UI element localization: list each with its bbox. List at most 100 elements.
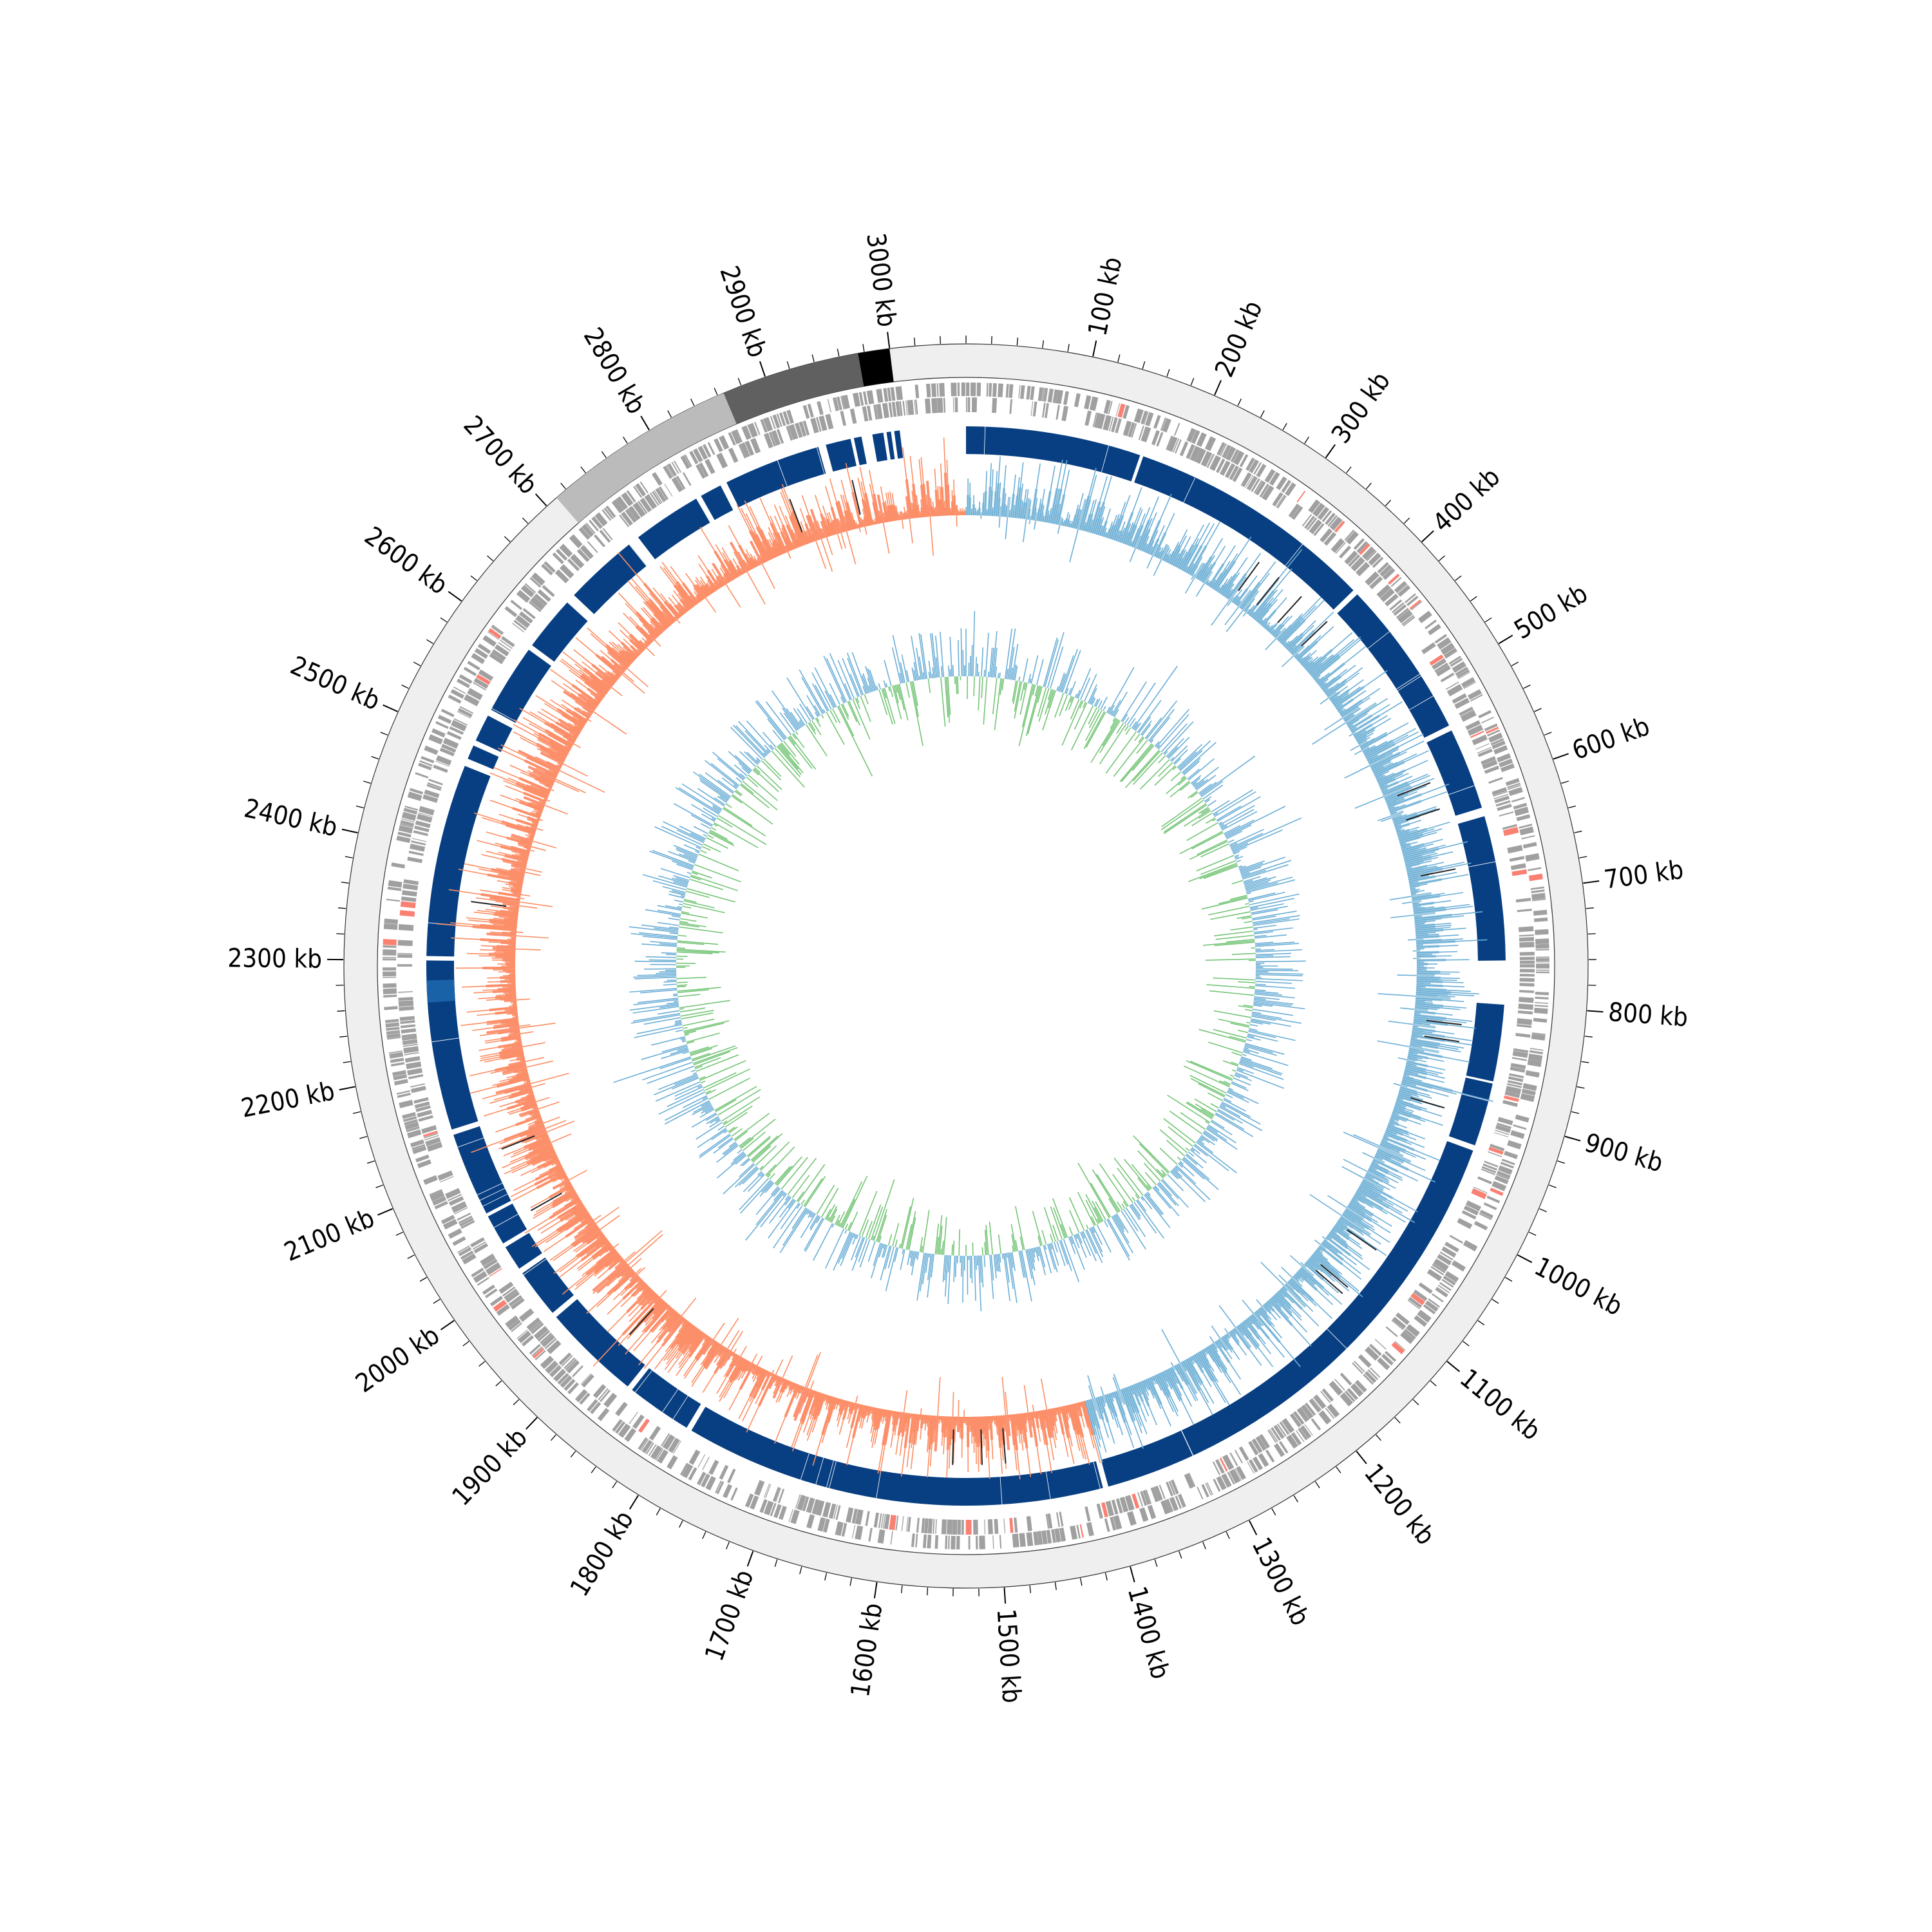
gene-feature bbox=[1344, 529, 1355, 541]
gene-feature bbox=[1470, 730, 1484, 739]
gene-feature bbox=[1497, 804, 1512, 811]
gene-feature bbox=[1441, 1246, 1457, 1258]
gene-feature bbox=[1487, 1151, 1502, 1157]
gene-feature bbox=[1009, 399, 1013, 414]
gene-feature bbox=[1390, 576, 1402, 587]
gene-feature bbox=[1173, 422, 1180, 436]
gene-feature bbox=[786, 410, 794, 424]
gene-feature bbox=[401, 811, 417, 821]
gene-feature bbox=[580, 545, 594, 560]
outer-ring-background bbox=[344, 344, 1588, 1588]
gene-feature bbox=[1041, 388, 1045, 402]
gene-feature bbox=[1084, 1506, 1091, 1522]
gene-feature bbox=[402, 1112, 416, 1119]
gene-feature bbox=[410, 1139, 424, 1148]
gene-feature bbox=[827, 399, 831, 413]
gene-feature bbox=[641, 1439, 653, 1454]
gene-feature bbox=[1344, 551, 1358, 565]
gene-feature bbox=[549, 1365, 562, 1378]
gene-feature bbox=[417, 1110, 433, 1118]
gene-feature bbox=[480, 1253, 496, 1267]
gene-feature bbox=[490, 1296, 504, 1307]
gene-feature bbox=[1097, 413, 1106, 430]
gene-feature bbox=[1253, 462, 1262, 475]
gene-feature bbox=[386, 898, 400, 902]
gene-feature bbox=[1209, 455, 1221, 471]
gene-feature bbox=[1454, 697, 1470, 709]
gene-feature bbox=[1519, 974, 1535, 977]
gene-feature bbox=[1302, 514, 1312, 527]
gene-feature bbox=[714, 438, 723, 453]
gene-feature bbox=[1535, 956, 1549, 958]
gene-feature bbox=[1122, 404, 1130, 419]
gene-feature bbox=[1216, 459, 1226, 473]
gene-feature bbox=[1145, 1489, 1152, 1504]
gene-feature bbox=[1517, 1010, 1533, 1015]
gene-feature bbox=[952, 397, 954, 413]
gene-feature bbox=[1197, 1486, 1204, 1500]
gene-feature bbox=[557, 1372, 569, 1385]
gene-feature bbox=[1350, 1383, 1364, 1397]
gene-feature bbox=[776, 413, 782, 427]
blast-gap bbox=[800, 1453, 810, 1480]
gene-feature bbox=[437, 714, 452, 724]
gene-feature bbox=[1525, 853, 1540, 862]
gene-feature bbox=[460, 1250, 474, 1260]
gene-feature bbox=[505, 1291, 520, 1303]
gene-feature bbox=[393, 1079, 408, 1086]
gene-feature bbox=[759, 1499, 768, 1513]
gene-feature bbox=[790, 1509, 800, 1524]
gene-feature bbox=[418, 1115, 433, 1122]
gene-feature bbox=[1166, 1481, 1173, 1497]
gene-feature bbox=[1306, 517, 1318, 531]
gene-feature bbox=[639, 497, 652, 513]
gene-feature bbox=[699, 462, 709, 477]
gene-feature bbox=[407, 1068, 423, 1075]
blast-gap bbox=[815, 1457, 824, 1485]
gene-feature bbox=[1101, 1502, 1109, 1518]
gene-feature bbox=[1470, 694, 1483, 702]
gene-feature bbox=[747, 422, 758, 438]
gene-feature bbox=[590, 1401, 601, 1414]
gene-feature bbox=[770, 415, 776, 430]
gene-feature bbox=[1501, 1159, 1515, 1166]
gene-feature bbox=[1521, 1088, 1536, 1096]
gene-feature bbox=[398, 1000, 414, 1007]
gene-feature bbox=[599, 529, 611, 543]
gene-feature bbox=[705, 1475, 716, 1491]
gene-feature bbox=[400, 1024, 416, 1028]
gene-feature bbox=[1520, 1093, 1535, 1103]
gene-feature bbox=[423, 1175, 438, 1185]
gene-feature bbox=[513, 620, 527, 631]
gene-feature bbox=[1033, 1531, 1039, 1546]
gene-feature bbox=[422, 794, 439, 803]
gene-feature bbox=[1141, 426, 1151, 442]
gene-feature bbox=[1392, 602, 1405, 614]
blast-block bbox=[826, 439, 857, 472]
gene-feature bbox=[407, 1129, 422, 1139]
gene-feature bbox=[1313, 523, 1325, 536]
gene-feature bbox=[906, 1517, 909, 1532]
gene-feature bbox=[819, 415, 828, 431]
blast-block bbox=[886, 431, 895, 460]
gene-feature bbox=[402, 884, 419, 891]
gene-feature bbox=[927, 1535, 932, 1549]
gene-feature bbox=[961, 1519, 964, 1535]
gene-feature bbox=[1009, 384, 1014, 398]
gene-feature bbox=[750, 1495, 759, 1510]
gene-feature bbox=[750, 437, 761, 454]
blast-block bbox=[468, 745, 499, 770]
tick-label: 100 kb bbox=[1083, 254, 1128, 339]
gene-feature bbox=[398, 825, 413, 834]
gene-feature bbox=[1054, 1528, 1061, 1543]
gene-feature bbox=[1507, 782, 1520, 789]
blast-gap bbox=[999, 1477, 1003, 1505]
gene-feature bbox=[462, 1253, 477, 1265]
gene-feature bbox=[961, 383, 965, 397]
gene-feature bbox=[428, 734, 443, 745]
gene-feature bbox=[598, 1388, 609, 1401]
gene-feature bbox=[544, 561, 556, 573]
gene-feature bbox=[1484, 723, 1498, 732]
gene-feature bbox=[858, 392, 864, 406]
gene-feature bbox=[1507, 1080, 1523, 1086]
